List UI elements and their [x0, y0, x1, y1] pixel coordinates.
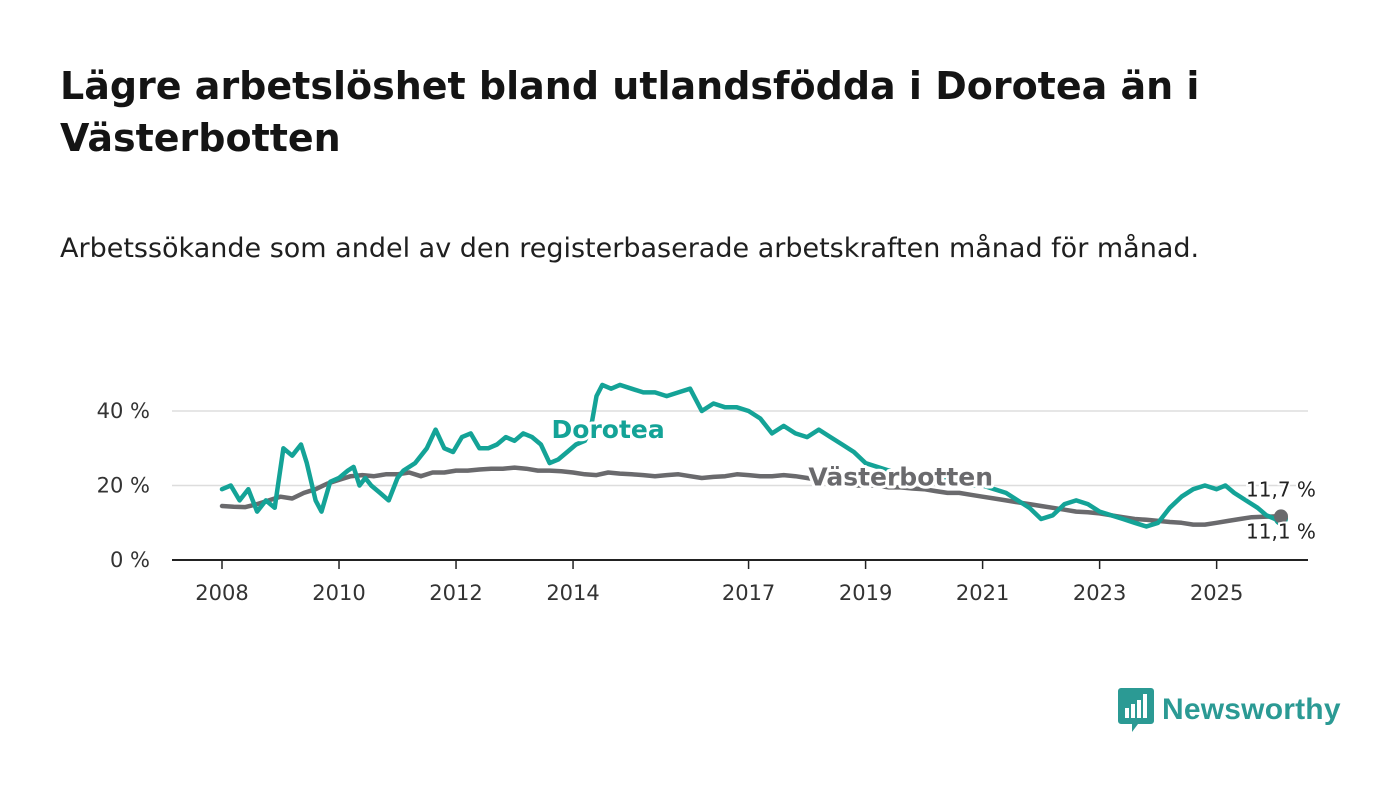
y-tick-label: 0 %: [110, 548, 150, 572]
x-tick-label: 2017: [722, 581, 775, 605]
newsworthy-logo-icon: [1118, 688, 1154, 732]
chart-title: Lägre arbetslöshet bland utlandsfödda i …: [60, 64, 1200, 160]
series-line-dorotea: [219, 382, 1284, 529]
series-label-dorotea: Dorotea: [552, 415, 665, 444]
x-tick-label: 2010: [312, 581, 365, 605]
end-point-vasterbotten: [1274, 509, 1288, 524]
x-tick-label: 2014: [546, 581, 599, 605]
series-lines: [219, 382, 1288, 529]
end-value-label-vasterbotten: 11,7 %: [1246, 478, 1316, 502]
x-tick-label: 2012: [429, 581, 482, 605]
x-tick-label: 2021: [956, 581, 1009, 605]
newsworthy-logo-text: Newsworthy: [1162, 693, 1341, 726]
series-label-vasterbotten: Västerbotten: [808, 463, 993, 492]
y-tick-label: 20 %: [97, 474, 150, 498]
x-tick-label: 2008: [195, 581, 248, 605]
axis-ticks: 0 % 20 % 40 % 2008 2010 2012 2014 2017 2019 2021 2…: [97, 399, 1244, 605]
chart-subtitle: Arbetssökande som andel av den registerb…: [60, 233, 1200, 264]
y-tick-label: 40 %: [97, 399, 150, 423]
line-chart: 0 % 20 % 40 % 2008 2010 2012 2014 2017 2019 2021 2…: [97, 382, 1318, 605]
end-value-label-dorotea: 11,1 %: [1246, 519, 1316, 543]
x-tick-label: 2019: [839, 581, 892, 605]
gridlines: [172, 410, 1308, 561]
x-tick-label: 2025: [1190, 581, 1243, 605]
x-tick-label: 2023: [1073, 581, 1126, 605]
newsworthy-logo: Newsworthy: [1118, 688, 1341, 732]
series-labels: Dorotea Västerbotten 11,1 % 11,7 %: [549, 412, 1318, 546]
